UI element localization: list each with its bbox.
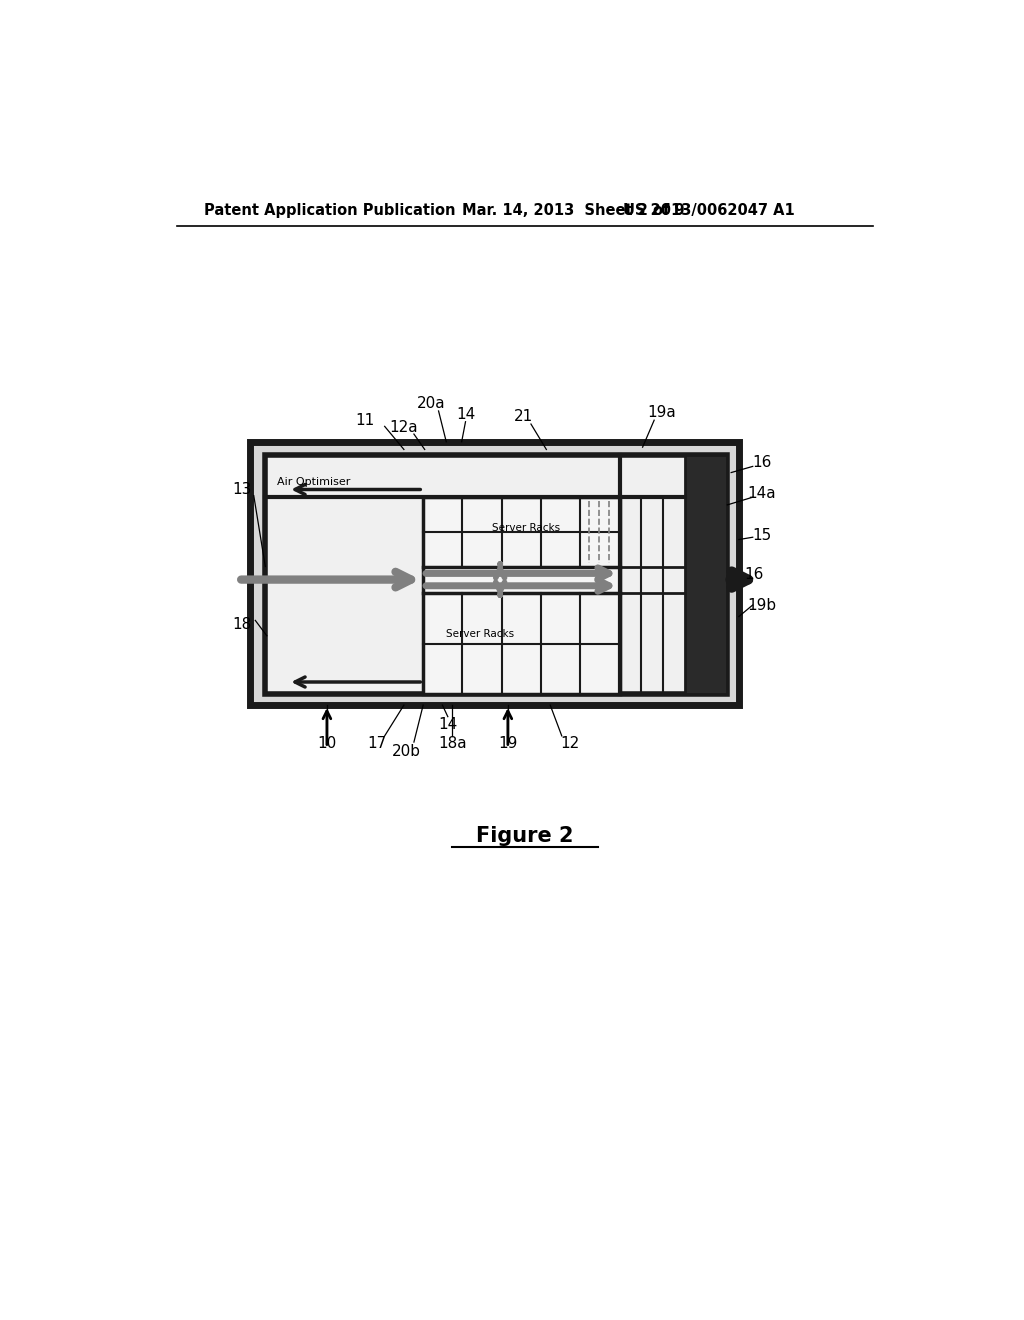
Text: 14a: 14a xyxy=(748,486,776,500)
Text: Server Racks: Server Racks xyxy=(493,523,560,533)
Text: US 2013/0062047 A1: US 2013/0062047 A1 xyxy=(624,203,795,218)
Text: 19a: 19a xyxy=(647,405,676,420)
Text: 14: 14 xyxy=(438,717,458,731)
Text: 14: 14 xyxy=(456,407,475,421)
Bar xyxy=(250,442,739,705)
Text: 18: 18 xyxy=(232,616,252,632)
Text: 20b: 20b xyxy=(392,743,421,759)
Text: 15: 15 xyxy=(753,528,772,544)
Text: 13: 13 xyxy=(232,482,252,498)
Text: 11: 11 xyxy=(355,413,375,428)
Text: 21: 21 xyxy=(514,409,532,424)
Text: 17: 17 xyxy=(368,737,387,751)
Text: 10: 10 xyxy=(317,737,337,751)
Text: Patent Application Publication: Patent Application Publication xyxy=(204,203,456,218)
Text: 16: 16 xyxy=(753,455,772,470)
Text: 12: 12 xyxy=(560,737,580,751)
Text: Mar. 14, 2013  Sheet 2 of 9: Mar. 14, 2013 Sheet 2 of 9 xyxy=(462,203,684,218)
Text: 12a: 12a xyxy=(389,420,418,436)
Bar xyxy=(265,455,727,693)
Text: 16: 16 xyxy=(744,566,764,582)
Text: Air Optimiser: Air Optimiser xyxy=(276,477,350,487)
Bar xyxy=(685,455,727,693)
Text: Server Racks: Server Racks xyxy=(446,630,514,639)
Bar xyxy=(423,498,620,693)
Text: 18a: 18a xyxy=(438,737,467,751)
Text: 19: 19 xyxy=(498,737,517,751)
Text: Figure 2: Figure 2 xyxy=(476,826,573,846)
Text: 19b: 19b xyxy=(748,598,776,612)
Text: 20a: 20a xyxy=(417,396,445,411)
